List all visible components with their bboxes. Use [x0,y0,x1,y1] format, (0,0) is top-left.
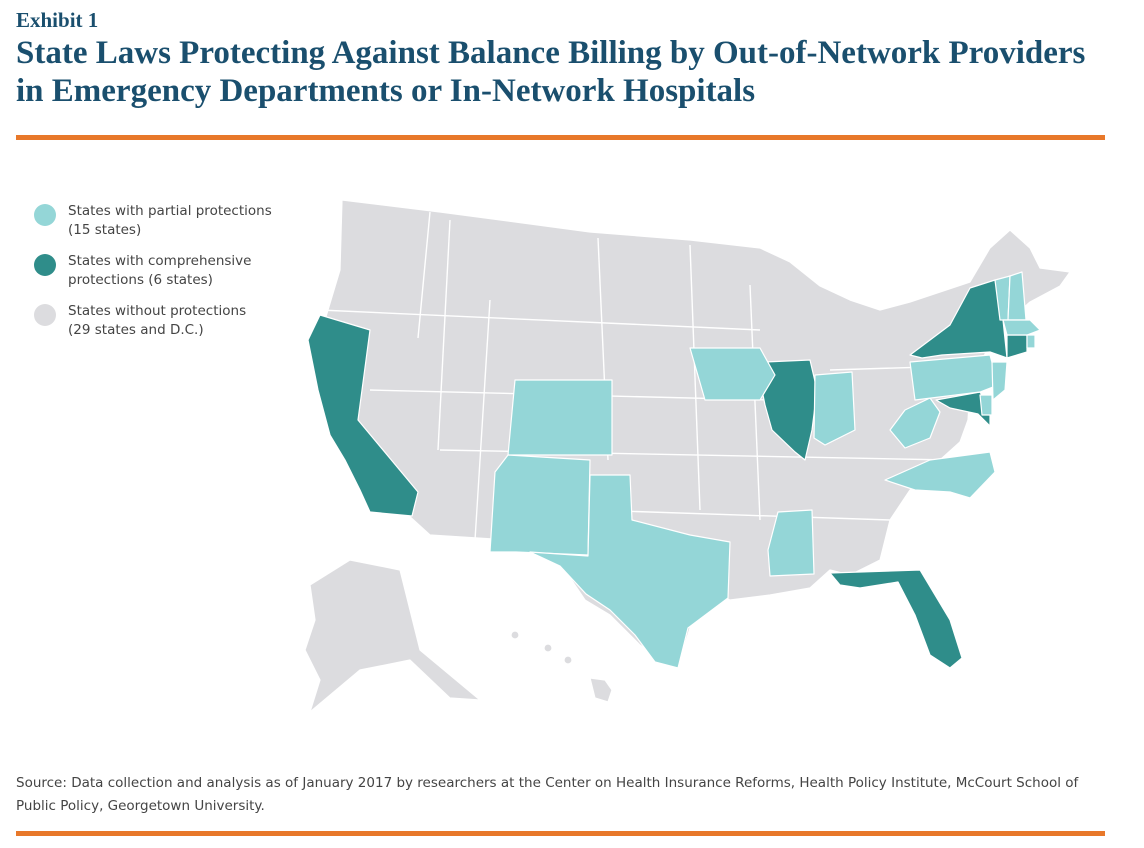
state-indiana [813,371,856,446]
state-pennsylvania [909,354,999,401]
legend-item-none: States without protections (29 states an… [34,302,272,352]
map-base [304,199,1071,713]
legend-swatch-partial [34,204,56,226]
legend-item-partial: States with partial protections (15 stat… [34,202,272,252]
border-line [749,284,761,521]
partial-states [489,271,1041,669]
state-delaware [979,394,993,416]
state-north-carolina [884,451,996,499]
legend-swatch-comprehensive [34,254,56,276]
state-iowa [689,347,776,401]
state-california [307,314,419,517]
state-mississippi [767,509,815,577]
legend-count-comprehensive: protections (6 states) [68,272,213,288]
legend-count-none: (29 states and D.C.) [68,322,204,338]
bottom-divider [16,831,1105,836]
legend-label-none: States without protections [68,303,247,319]
exhibit-label: Exhibit 1 [16,8,99,32]
border-line [417,211,431,339]
legend-label-partial: States with partial protections [68,203,272,219]
hawaii-island-3 [563,655,573,665]
us-map [304,199,1071,713]
border-line [437,219,451,451]
state-colorado [507,379,613,456]
state-new-jersey [991,361,1008,401]
state-connecticut [1006,334,1028,359]
source-note: Source: Data collection and analysis as … [16,775,1079,814]
border-line [474,299,491,541]
state-rhode-island [1026,334,1036,349]
legend-label-comprehensive: States with comprehensive [68,253,252,269]
legend-swatch-none [34,304,56,326]
us-base-shape [319,199,1071,661]
state-texas [529,474,731,669]
legend-item-comprehensive: States with comprehensive protections (6… [34,252,272,302]
border-line [689,244,701,511]
hawaii-island-1 [510,630,520,640]
border-line [319,309,761,331]
state-new-york [909,279,1008,359]
legend: States with partial protections (15 stat… [34,202,272,352]
state-new-mexico [489,454,591,556]
border-line [589,509,891,521]
hawaii-island-2 [543,643,553,653]
comprehensive-states [307,279,1028,669]
hawaii-shape [589,677,613,703]
state-massachusetts [1002,319,1041,336]
legend-count-partial: (15 states) [68,222,142,238]
state-florida [829,569,963,669]
page-title: State Laws Protecting Against Balance Bi… [16,35,1086,109]
top-divider [16,135,1105,140]
alaska-shape [304,559,481,713]
